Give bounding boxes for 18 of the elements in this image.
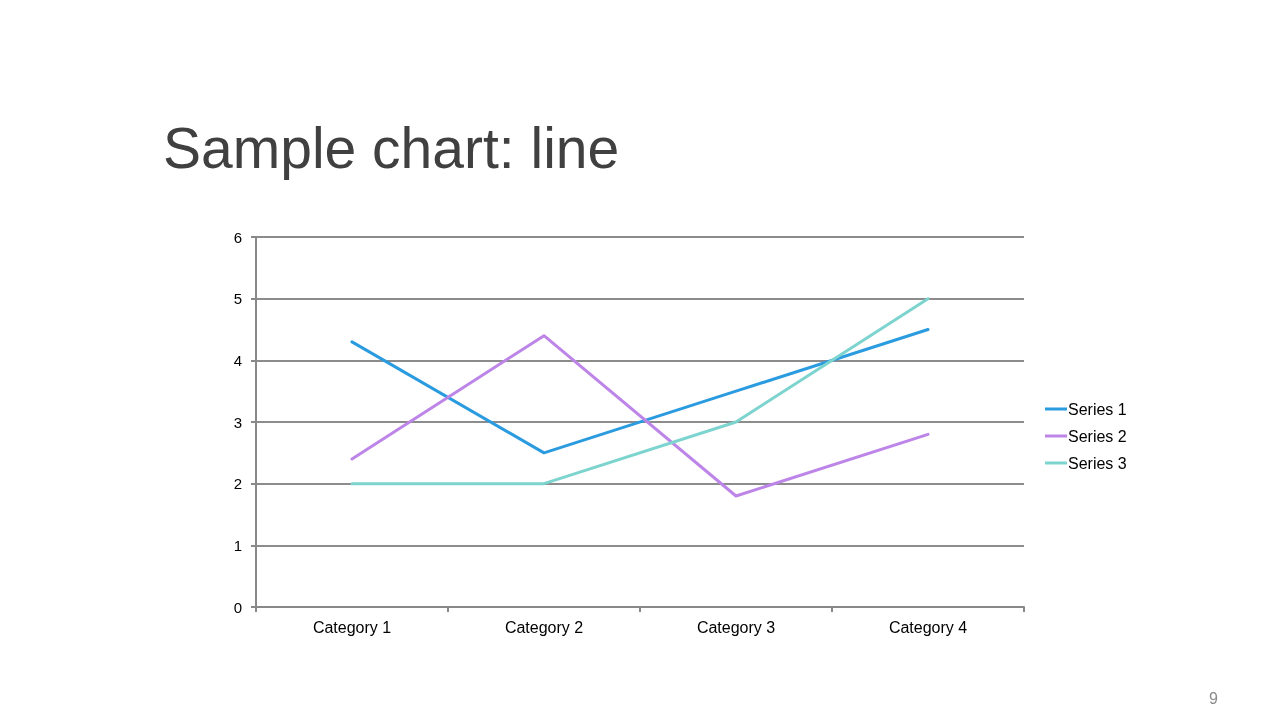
y-tick-label: 5 (233, 290, 242, 308)
y-tick-label: 3 (233, 413, 242, 431)
x-tick-label: Category 4 (888, 618, 968, 636)
legend-label: Series 2 (1068, 427, 1127, 445)
y-tick-label: 2 (233, 475, 242, 493)
y-tick-label: 1 (233, 536, 242, 554)
x-tick-label: Category 3 (696, 618, 776, 636)
chart-title: Sample chart: line (163, 115, 620, 180)
legend-label: Series 1 (1068, 400, 1127, 418)
line-series (350, 328, 930, 455)
x-tick-label: Category 1 (312, 618, 392, 636)
line-series (350, 334, 930, 498)
legend-label: Series 3 (1068, 454, 1127, 472)
y-tick-label: 4 (233, 351, 242, 369)
x-tick-label: Category 2 (504, 618, 584, 636)
text: 9 (1209, 689, 1219, 707)
y-tick-label: 0 (233, 598, 242, 616)
y-tick-label: 6 (233, 228, 242, 246)
